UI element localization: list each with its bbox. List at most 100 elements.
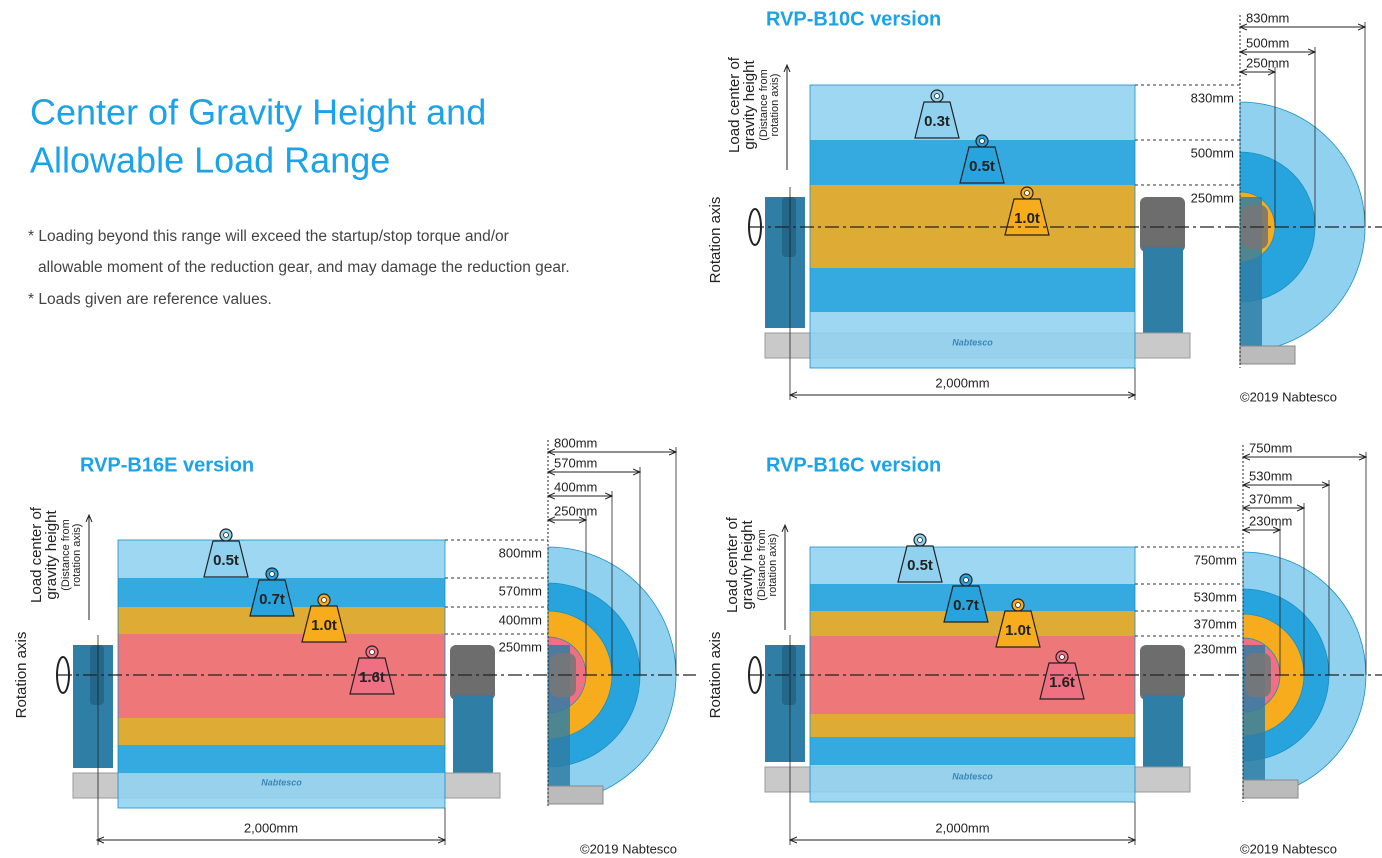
- weight-label: 0.5t: [907, 557, 933, 574]
- y-axis-label: gravity height: [739, 520, 756, 610]
- weight: [203, 540, 249, 578]
- weight: [349, 657, 395, 695]
- weight-ring-inner: [979, 138, 985, 144]
- y-axis-label: rotation axis): [767, 534, 779, 597]
- weight: [959, 146, 1005, 184]
- pedestal-right: [1143, 247, 1183, 348]
- weight-label: 0.5t: [969, 158, 995, 175]
- width-label: 2,000mm: [244, 820, 298, 835]
- y-axis-label: rotation axis): [769, 74, 781, 137]
- dimension-label: 370mm: [1249, 491, 1292, 506]
- dimension-label: 500mm: [1246, 35, 1289, 50]
- dimension-label: 250mm: [554, 503, 597, 518]
- weight-label: 0.7t: [259, 591, 285, 608]
- y-axis-label: rotation axis): [71, 524, 83, 587]
- weight-label: 0.3t: [924, 113, 950, 130]
- y-axis-label: gravity height: [43, 510, 60, 600]
- weight-ring-inner: [1024, 190, 1030, 196]
- weight: [1004, 198, 1050, 236]
- weight-ring-inner: [1015, 602, 1021, 608]
- weight-label: 1.6t: [359, 669, 385, 686]
- weight-ring-inner: [321, 597, 327, 603]
- level-label: 530mm: [1194, 589, 1237, 604]
- copyright: ©2019 Nabtesco: [580, 841, 677, 856]
- load-diagram: RVP-B10C version Nabtesco 830mm 830mm 500mm 5…: [707, 8, 1382, 404]
- copyright: ©2019 Nabtesco: [1240, 841, 1337, 856]
- weight-ring-inner: [369, 649, 375, 655]
- weight-label: 0.7t: [953, 597, 979, 614]
- dimension-label: 830mm: [1246, 10, 1289, 25]
- y-axis-label: Load center of: [726, 56, 743, 153]
- rotation-axis-label: Rotation axis: [707, 632, 724, 719]
- weight-ring-inner: [917, 537, 923, 543]
- level-label: 250mm: [499, 639, 542, 654]
- page-title: Allowable Load Range: [30, 140, 390, 181]
- load-diagram: RVP-B16C version Nabtesco 750mm 750mm 530mm 5…: [707, 440, 1382, 856]
- weight: [249, 579, 295, 617]
- weight-ring-inner: [223, 532, 229, 538]
- load-band: [118, 634, 445, 718]
- width-label: 2,000mm: [935, 820, 989, 835]
- logo: Nabtesco: [261, 777, 302, 787]
- rotation-axis-label: Rotation axis: [13, 632, 30, 719]
- logo: Nabtesco: [952, 337, 993, 347]
- weight-label: 1.0t: [1005, 622, 1031, 639]
- weight-label: 1.6t: [1049, 674, 1075, 691]
- diagram-title: RVP-B10C version: [766, 8, 941, 30]
- weight: [1039, 662, 1085, 700]
- weight-label: 1.0t: [1014, 210, 1040, 227]
- note: * Loads given are reference values.: [28, 291, 272, 308]
- side-base: [1239, 345, 1296, 365]
- y-axis-label: (Distance from: [60, 519, 72, 591]
- level-label: 570mm: [499, 583, 542, 598]
- level-label: 800mm: [499, 545, 542, 560]
- y-axis-label: Load center of: [28, 506, 45, 603]
- dimension-label: 400mm: [554, 479, 597, 494]
- logo: Nabtesco: [952, 771, 993, 781]
- level-label: 370mm: [1194, 616, 1237, 631]
- load-diagram: RVP-B16E version Nabtesco 800mm 800mm 570mm 5…: [13, 435, 696, 856]
- motor: [1140, 645, 1185, 700]
- width-label: 2,000mm: [935, 375, 989, 390]
- level-label: 750mm: [1194, 552, 1237, 567]
- dimension-label: 230mm: [1249, 513, 1292, 528]
- rotation-icon: [56, 656, 70, 694]
- motor: [1140, 197, 1185, 252]
- weight: [943, 585, 989, 623]
- dimension-label: 570mm: [554, 455, 597, 470]
- dimension-label: 530mm: [1249, 468, 1292, 483]
- note: allowable moment of the reduction gear, …: [38, 259, 570, 276]
- weight-ring-inner: [934, 93, 940, 99]
- weight: [995, 610, 1041, 648]
- weight-ring-inner: [1059, 654, 1065, 660]
- level-label: 500mm: [1191, 145, 1234, 160]
- side-base: [547, 785, 604, 805]
- y-axis-label: (Distance from: [758, 69, 770, 141]
- level-label: 250mm: [1191, 190, 1234, 205]
- page-title: Center of Gravity Height and: [30, 92, 486, 133]
- rotation-icon: [748, 208, 762, 246]
- motor: [450, 645, 495, 700]
- weight: [897, 545, 943, 583]
- rotation-axis-label: Rotation axis: [707, 197, 724, 284]
- diagram-title: RVP-B16C version: [766, 454, 941, 476]
- weight-label: 1.0t: [311, 617, 337, 634]
- y-axis-label: gravity height: [741, 60, 758, 150]
- dimension-label: 800mm: [554, 435, 597, 450]
- dimension-label: 250mm: [1246, 55, 1289, 70]
- weight-ring-inner: [963, 577, 969, 583]
- level-label: 230mm: [1194, 641, 1237, 656]
- weight-label: 0.5t: [213, 552, 239, 569]
- weight: [914, 101, 960, 139]
- weight: [301, 605, 347, 643]
- weight-ring-inner: [269, 571, 275, 577]
- diagram-title: RVP-B16E version: [80, 454, 254, 476]
- dimension-label: 750mm: [1249, 440, 1292, 455]
- copyright: ©2019 Nabtesco: [1240, 389, 1337, 404]
- level-label: 830mm: [1191, 90, 1234, 105]
- rotation-icon: [748, 656, 762, 694]
- y-axis-label: Load center of: [724, 516, 741, 613]
- level-label: 400mm: [499, 612, 542, 627]
- note: * Loading beyond this range will exceed …: [28, 228, 509, 245]
